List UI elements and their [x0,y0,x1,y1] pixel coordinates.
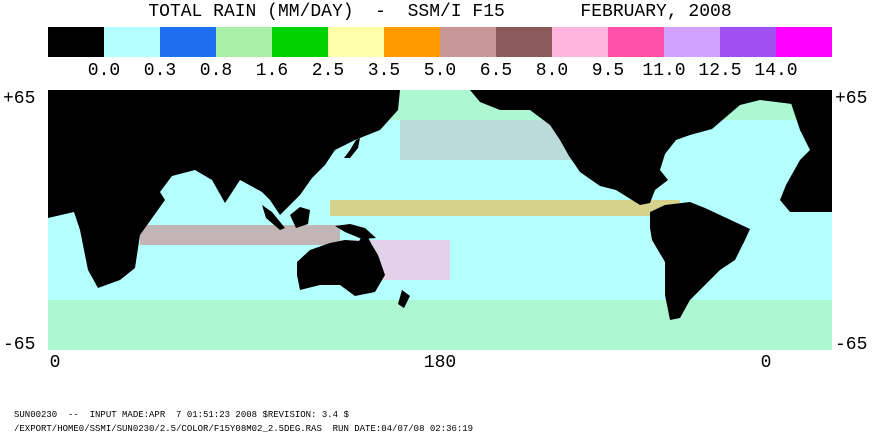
legend-swatch [104,27,160,57]
legend-swatch [272,27,328,57]
legend-swatch [664,27,720,57]
lat-label: -65 [835,335,867,355]
legend-label: 0.3 [144,61,176,81]
legend-swatch [48,27,104,57]
legend-label: 6.5 [480,61,512,81]
rain-band [140,225,340,245]
eurasia-africa [48,90,400,288]
rain-band [330,200,680,216]
new-zealand [398,290,410,308]
sumatra [262,205,285,230]
land [48,90,832,320]
footer-line: SUN00230 -- INPUT MADE:APR 7 01:51:23 20… [14,410,349,420]
lat-label: +65 [835,89,867,109]
lat-label: -65 [3,335,35,355]
legend-label: 9.5 [592,61,624,81]
lat-label: +65 [3,89,35,109]
legend-swatch [776,27,832,57]
borneo [290,207,310,228]
legend-swatch [328,27,384,57]
lon-label: 0 [50,353,61,373]
legend-label: 0.0 [88,61,120,81]
legend-label: 5.0 [424,61,456,81]
map [48,90,832,350]
legend-label: 1.6 [256,61,288,81]
legend-swatch [384,27,440,57]
legend-swatch [160,27,216,57]
legend-swatch [552,27,608,57]
legend-swatch [216,27,272,57]
rain-band [48,300,832,350]
legend-label: 3.5 [368,61,400,81]
legend-swatch [440,27,496,57]
lon-label: 180 [424,353,456,373]
legend-label: 8.0 [536,61,568,81]
south-america [650,202,750,320]
africa-west [780,90,832,212]
title: TOTAL RAIN (MM/DAY) - SSM/I F15 FEBRUARY… [148,2,731,22]
japan [344,138,360,158]
legend-label: 12.5 [698,61,741,81]
legend-swatch [608,27,664,57]
legend: 0.0 0.3 0.8 1.6 2.5 3.5 5.0 6.5 8.0 9.5 11.0 12.5 14… [48,27,832,81]
legend-swatch [720,27,776,57]
lon-label: 0 [761,353,772,373]
north-america [470,90,810,205]
legend-label: 14.0 [754,61,797,81]
legend-label: 0.8 [200,61,232,81]
legend-label: 11.0 [642,61,685,81]
legend-swatch [496,27,552,57]
footer-line: /EXPORT/HOME0/SSMI/SUN0230/2.5/COLOR/F15… [14,424,473,434]
australia [297,232,385,296]
legend-label: 2.5 [312,61,344,81]
